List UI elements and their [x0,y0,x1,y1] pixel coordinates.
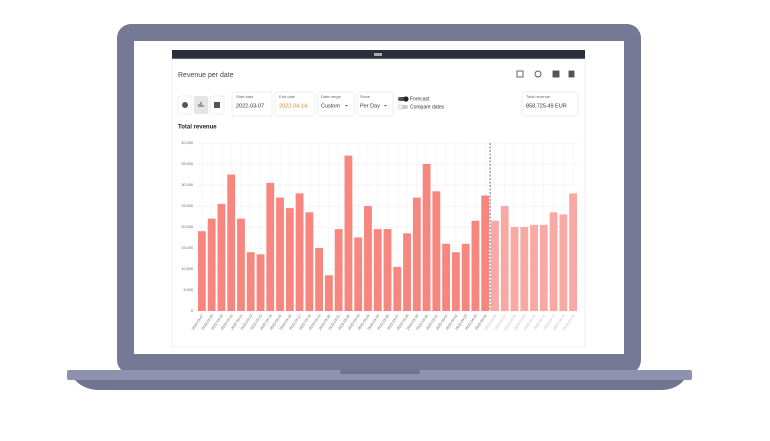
bar [285,208,294,311]
bar [500,206,509,311]
y-tick-label: 20,000 [181,225,193,229]
y-tick-label: 35,000 [181,162,193,166]
field-label: Start date [236,94,254,99]
y-tick-label: 0 [191,309,193,313]
bar [393,266,402,311]
bar [207,218,216,311]
bar [276,197,284,311]
y-tick-label: 40,000 [181,141,193,145]
bar-icon [198,102,204,107]
save-icon[interactable] [552,70,560,78]
bar [354,237,363,311]
bar [256,254,265,311]
bar [422,164,431,311]
bar [324,275,333,311]
bar [403,233,411,311]
toggle-label: Compare dates [410,104,445,110]
bar [344,155,353,311]
bar [559,214,568,311]
bar [305,212,314,311]
bar [461,243,470,311]
y-tick-label: 25,000 [181,204,193,208]
bar [197,231,206,311]
open-icon[interactable] [516,70,524,78]
bar [530,224,538,311]
laptop-base [67,370,692,380]
field-label: End date [279,94,296,99]
bar [217,203,226,311]
bar [432,191,441,311]
bar [334,229,343,311]
field-label: Date range [321,94,342,99]
field-value: Custom [321,103,340,109]
show-select[interactable] [356,91,394,117]
bar [442,243,451,311]
field-value: 2022-03-07 [236,103,264,109]
toggle-label: Forecast [410,96,430,102]
bar [227,174,236,311]
bar [510,227,519,311]
bar [315,248,324,311]
table-icon [214,102,220,108]
y-tick-label: 5,000 [183,288,193,292]
bar [520,227,529,311]
end-date-field[interactable] [274,91,316,117]
total-revenue-box [521,91,579,117]
laptop-notch [340,370,420,374]
dropdown-arrow [384,105,387,107]
date-range-select[interactable] [317,91,355,117]
bar [481,195,490,311]
field-label: Total revenue [526,94,551,99]
pie-icon [182,102,188,108]
y-tick-label: 30,000 [181,183,193,187]
bar [491,220,499,311]
bar [246,252,255,311]
toggle-knob [403,96,409,102]
bar [451,252,460,311]
delete-icon[interactable] [568,70,575,78]
y-tick-label: 10,000 [181,267,193,271]
drag-handle[interactable] [374,53,382,56]
bar [237,218,245,311]
bar [471,220,480,311]
bar [383,229,392,311]
start-date-field[interactable] [231,91,273,117]
bar [569,193,578,311]
bar [539,224,548,311]
bar [412,197,421,311]
field-value: 858,725.49 EUR [526,103,567,109]
bar [549,212,558,311]
toggle-knob [397,104,403,110]
bar [266,182,275,311]
dropdown-arrow [345,105,348,107]
bar [364,206,372,311]
settings-icon[interactable] [534,70,542,78]
field-value: Per Day [360,103,380,109]
y-tick-label: 15,000 [181,246,193,250]
bar [373,229,382,311]
laptop-base-bottom [75,380,684,390]
chart-title: Total revenue [178,125,217,131]
field-value: 2022-04-14 [279,103,307,109]
bar [295,193,304,311]
card-title: Revenue per date [178,72,234,79]
field-label: Show [360,94,370,99]
